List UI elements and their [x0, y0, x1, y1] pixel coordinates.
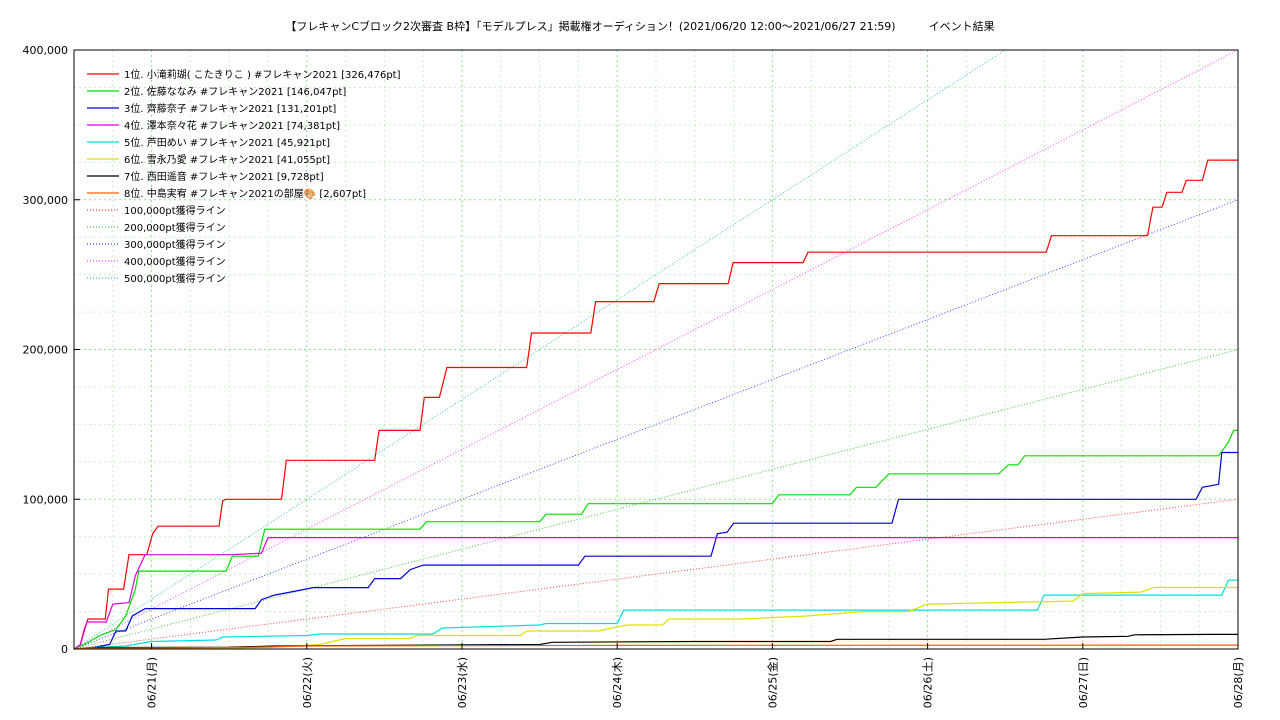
legend-label: 3位. 齊藤奈子 #フレキャン2021 [131,201pt]	[124, 102, 336, 115]
reference-line	[73, 498, 1239, 650]
x-tick-label: 06/25(金)	[765, 657, 779, 708]
x-tick-label: 06/27(日)	[1077, 657, 1090, 708]
legend-label: 7位. 西田遥音 #フレキャン2021 [9,728pt]	[124, 170, 324, 183]
legend-label: 2位. 佐藤ななみ #フレキャン2021 [146,047pt]	[124, 85, 346, 98]
series-line	[73, 451, 1238, 650]
series-line	[73, 536, 1238, 650]
chart-title: 【フレキャンCブロック2次審査 B枠】「モデルプレス」掲載権オーディション！(2…	[285, 19, 994, 33]
legend-label: 500,000pt獲得ライン	[124, 272, 226, 285]
series-line	[73, 586, 1238, 650]
axes: 0 100,000 200,000 300,000 400,000 06/21(月) 06/…	[23, 44, 1246, 708]
reference-line	[73, 199, 1239, 650]
legend-label: 100,000pt獲得ライン	[124, 204, 226, 217]
legend-label: 1位. 小滝莉瑚( こたきりこ ) #フレキャン2021 [326,476pt]	[124, 68, 401, 81]
legend-label: 200,000pt獲得ライン	[124, 221, 226, 234]
legend-label: 400,000pt獲得ライン	[124, 255, 226, 268]
x-tick-label: 06/24(木)	[611, 657, 624, 708]
reference-line	[73, 49, 1239, 650]
legend-label: 8位. 中島実宥 #フレキャン2021の部屋🎨 [2,607pt]	[124, 187, 366, 200]
x-tick-label: 06/23(水)	[456, 657, 469, 708]
legend: 1位. 小滝莉瑚( こたきりこ ) #フレキャン2021 [326,476pt]…	[87, 68, 401, 285]
y-tick-label: 100,000	[23, 493, 69, 506]
x-tick-label: 06/26(土)	[922, 657, 935, 708]
series-line	[73, 159, 1238, 650]
legend-label: 4位. 澤本奈々花 #フレキャン2021 [74,381pt]	[124, 119, 340, 132]
series-line	[73, 579, 1238, 650]
legend-label: 6位. 雪永乃愛 #フレキャン2021 [41,055pt]	[124, 153, 330, 166]
series-lines	[73, 159, 1239, 650]
x-tick-label: 06/22(火)	[301, 657, 314, 708]
y-tick-label: 200,000	[23, 344, 69, 357]
series-line	[73, 633, 1238, 650]
y-tick-label: 0	[61, 643, 68, 656]
legend-label: 5位. 芦田めい #フレキャン2021 [45,921pt]	[124, 136, 330, 149]
y-tick-label: 300,000	[23, 194, 69, 207]
legend-label: 300,000pt獲得ライン	[124, 238, 226, 251]
series-line	[73, 644, 1239, 650]
reference-lines	[73, 49, 1239, 650]
x-tick-label: 06/28(月)	[1232, 657, 1245, 708]
x-tick-label: 06/21(月)	[146, 657, 159, 708]
reference-line	[73, 349, 1239, 650]
y-tick-label: 400,000	[23, 44, 69, 57]
series-line	[73, 429, 1238, 650]
